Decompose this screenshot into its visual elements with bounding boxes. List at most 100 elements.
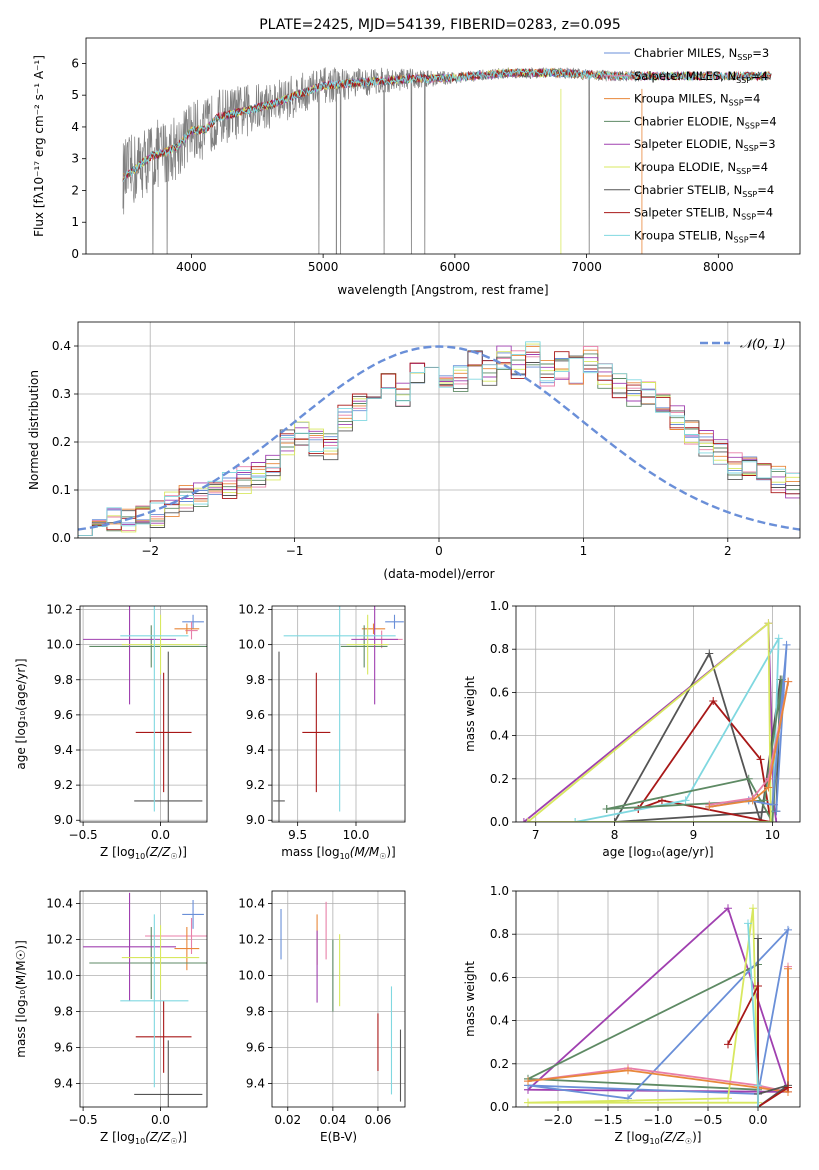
normal-curve — [78, 345, 800, 531]
y-tick-label: 9.8 — [54, 1005, 73, 1019]
y-tick-label: 0.2 — [52, 435, 71, 449]
x-tick-label: −1 — [286, 544, 304, 558]
y-tick-label: 1.0 — [490, 599, 509, 613]
y-axis-label: Normed distribution — [27, 370, 41, 490]
y-axis-label: mass [log₁₀(M/M☉)] — [14, 940, 28, 1058]
x-tick-label: 0.06 — [365, 1113, 392, 1127]
legend-label-chabrier_miles: Chabrier MILES, NSSP=3 — [634, 46, 769, 62]
x-tick-label: 4000 — [176, 260, 207, 274]
y-tick-label: 0.0 — [490, 815, 509, 829]
errorbar-kroupa_elodie — [121, 925, 200, 990]
x-axis-label: wavelength [Angstrom, rest frame] — [337, 283, 548, 297]
y-tick-label: 3 — [71, 152, 79, 166]
series-marker-kroupa_stelib — [774, 634, 783, 643]
axes-frame — [77, 321, 801, 539]
legend-label-chabrier_elodie: Chabrier ELODIE, NSSP=4 — [634, 114, 777, 130]
series-marker-chabrier_stelib — [610, 818, 619, 822]
x-axis-label: Z [log10(Z/Z☉)] — [615, 1130, 702, 1146]
series-marker-kroupa_miles — [784, 677, 793, 686]
series-marker-chabrier_stelib — [705, 649, 714, 658]
x-tick-label: 6000 — [440, 260, 471, 274]
x-tick-label: −2 — [141, 544, 159, 558]
series-marker-salpeter_stelib — [784, 1083, 792, 1092]
series-line-salpeter_stelib — [727, 985, 789, 1107]
y-axis-label: mass weight — [463, 676, 477, 752]
panel-mass_vs_ebv: 0.02 0.04 0.06 9.4 9.6 9.8 10.0 10.2 10.4 E(B-V) — [238, 890, 406, 1144]
series-marker-salpeter_miles — [764, 774, 773, 783]
histogram-salpeter_elodie — [78, 345, 800, 537]
series-marker-chabrier_elodie — [744, 774, 753, 783]
y-tick-label: 0.3 — [52, 387, 71, 401]
axes-frame — [79, 890, 208, 1108]
errorbar-salpeter_stelib — [135, 1000, 192, 1073]
series-marker-kroupa_elodie — [764, 619, 773, 628]
y-tick-label: 0.0 — [52, 531, 71, 545]
errorbar-kroupa_stelib — [283, 606, 396, 812]
axes-frame — [515, 605, 801, 823]
errorbar-chabrier_miles — [385, 614, 404, 629]
x-tick-label: 0 — [435, 544, 443, 558]
errorbar-kroupa_stelib — [120, 914, 189, 1088]
series-marker-kroupa_elodie — [523, 818, 532, 822]
series-marker-chabrier_miles — [768, 800, 777, 809]
y-tick-label: 9.4 — [54, 1077, 73, 1091]
y-tick-label: 6 — [71, 56, 79, 70]
y-tick-label: 0.6 — [490, 970, 509, 984]
series-line-kroupa_elodie — [527, 908, 759, 1104]
y-tick-label: 9.8 — [54, 673, 73, 687]
legend-label-salpeter_miles: Salpeter MILES, NSSP=4 — [634, 69, 768, 85]
y-tick-label: 0.6 — [490, 685, 509, 699]
x-axis-label: Z [log10(Z/Z☉)] — [100, 1130, 187, 1146]
series-marker-chabrier_stelib — [754, 934, 762, 943]
x-tick-label: −0.5 — [69, 1113, 98, 1127]
y-tick-label: 9.0 — [54, 813, 73, 827]
y-tick-label: 0.8 — [490, 642, 509, 656]
histogram-salpeter_stelib — [78, 351, 800, 537]
y-tick-label: 10.2 — [46, 933, 73, 947]
plot-area-residuals — [78, 322, 800, 538]
y-tick-label: 9.2 — [54, 778, 73, 792]
y-tick-label: 5 — [71, 88, 79, 102]
x-tick-label: 10 — [765, 828, 780, 842]
y-tick-label: 0.4 — [490, 1014, 509, 1028]
errorbar-chabrier_elodie — [340, 625, 388, 668]
series-marker-kroupa_miles — [784, 964, 792, 973]
data-spectrum-line — [122, 66, 643, 254]
x-tick-label: 0.0 — [748, 1113, 767, 1127]
errorbar-chabrier_miles — [182, 614, 204, 629]
y-tick-label: 9.2 — [246, 778, 265, 792]
panel-residuals: −2 −1 0 1 2 0.0 0.1 0.2 0.3 0.4 𝒩(0, 1) (data-model… — [27, 321, 801, 581]
y-tick-label: 0.4 — [52, 339, 71, 353]
series-marker-kroupa_stelib — [744, 919, 752, 928]
y-tick-label: 9.4 — [246, 1077, 265, 1091]
histogram-kroupa_miles — [78, 345, 800, 537]
x-tick-label: 0.02 — [274, 1113, 301, 1127]
series-marker-kroupa_stelib — [754, 1103, 762, 1107]
x-tick-label: −1.5 — [593, 1113, 622, 1127]
x-tick-label: 0.04 — [320, 1113, 347, 1127]
series-marker-kroupa_miles — [705, 802, 714, 811]
y-tick-label: 0.1 — [52, 483, 71, 497]
x-axis-label: age [log₁₀(age/yr)] — [602, 845, 713, 859]
x-tick-label: 8000 — [703, 260, 734, 274]
x-tick-label: 7 — [532, 828, 540, 842]
panel-weight_vs_age: 7 8 9 10 0.0 0.2 0.4 0.6 0.8 1.0 mass weight age [l… — [463, 599, 801, 859]
x-tick-label: 2 — [724, 544, 732, 558]
series-marker-chabrier_miles — [784, 925, 792, 934]
x-tick-label: 7000 — [571, 260, 602, 274]
panel-age_vs_mass: 9.5 10.0 9.0 9.2 9.4 9.6 9.8 10.0 10.2 mass [log1… — [238, 603, 406, 861]
y-tick-label: 0.2 — [490, 1057, 509, 1071]
series-marker-salpeter_elodie — [519, 818, 528, 822]
errorbar-kroupa_miles — [174, 623, 200, 635]
axes-frame — [271, 890, 406, 1108]
x-tick-label: 8 — [611, 828, 619, 842]
series-line-salpeter_elodie — [523, 621, 778, 822]
y-tick-label: 9.8 — [246, 673, 265, 687]
y-tick-label: 10.2 — [238, 933, 265, 947]
legend-label-salpeter_stelib: Salpeter STELIB, NSSP=4 — [634, 206, 773, 222]
series-marker-chabrier_miles — [782, 640, 791, 649]
legend-label-kroupa_elodie: Kroupa ELODIE, NSSP=4 — [634, 160, 768, 176]
series-marker-kroupa_elodie — [766, 818, 775, 822]
errorbar-salpeter_stelib — [135, 672, 192, 793]
y-tick-label: 9.4 — [246, 743, 265, 757]
